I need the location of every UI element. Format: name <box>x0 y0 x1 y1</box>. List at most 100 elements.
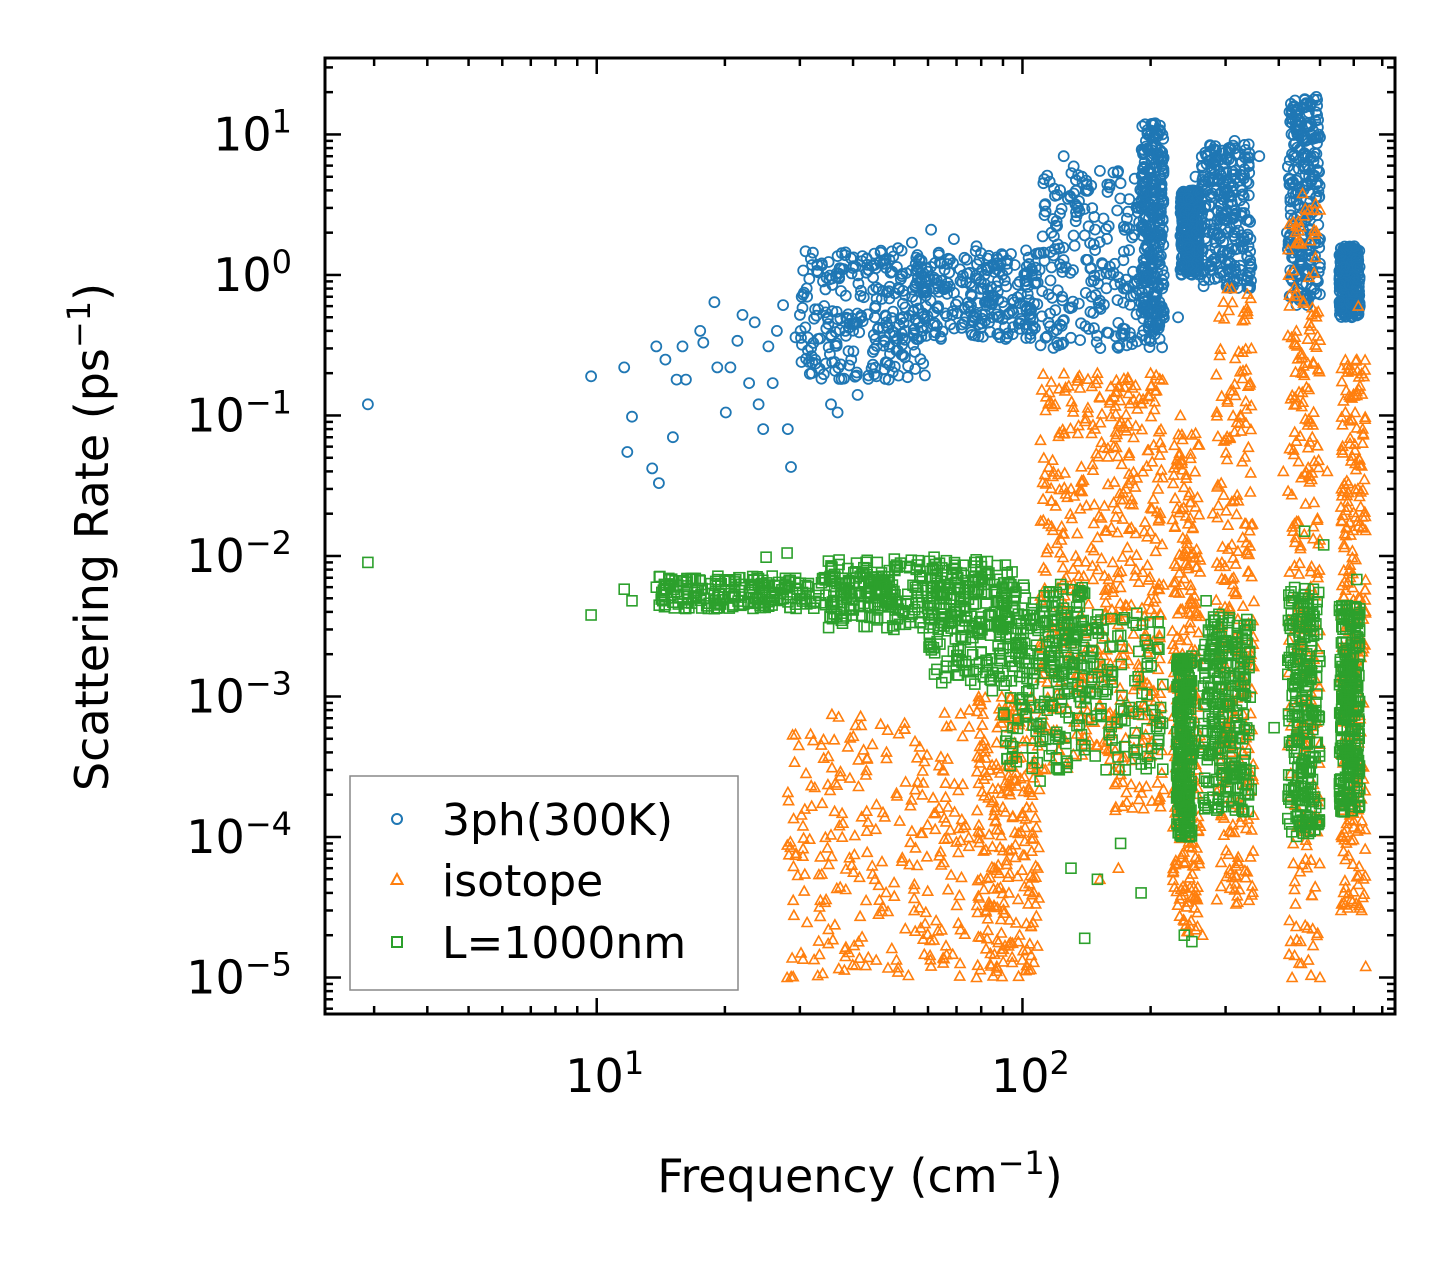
point-3ph-band6 <box>1284 202 1297 215</box>
point-3ph-band5 <box>1226 168 1239 181</box>
point-3ph-band0 <box>881 320 893 333</box>
point-3ph-band0 <box>797 264 810 277</box>
point-3ph-band7 <box>1348 240 1361 253</box>
point-3ph-band2 <box>1070 184 1082 197</box>
point-3ph-33 <box>801 290 813 303</box>
point-3ph-band1 <box>994 331 1006 344</box>
point-3ph-band1 <box>915 330 928 343</box>
point-isotope-band0 <box>898 722 911 735</box>
point-3ph-band0 <box>901 371 914 384</box>
point-3ph-band2 <box>1117 322 1129 335</box>
point-3ph-band0 <box>897 349 909 362</box>
point-3ph-band0 <box>902 360 914 372</box>
point-3ph-band1 <box>1030 247 1043 260</box>
point-3ph-band6 <box>1308 283 1321 296</box>
point-3ph-band0 <box>795 331 807 344</box>
point-isotope-band0 <box>941 883 955 895</box>
point-3ph-band7 <box>1335 302 1348 315</box>
point-isotope-band0 <box>905 793 918 805</box>
point-isotope-band0 <box>876 805 890 818</box>
point-isotope-band0 <box>907 891 921 904</box>
point-3ph-band1 <box>988 266 1001 279</box>
point-3ph-band2 <box>1128 228 1141 241</box>
point-isotope-band0 <box>898 716 911 728</box>
point-3ph-76 <box>1213 164 1226 177</box>
point-3ph-band0 <box>820 322 833 335</box>
point-3ph-band2 <box>1048 230 1060 243</box>
point-3ph-78 <box>1228 134 1241 147</box>
point-3ph-53 <box>955 321 968 334</box>
point-3ph-band1 <box>987 260 1000 272</box>
point-3ph-38 <box>831 406 844 419</box>
point-3ph-band3 <box>1153 319 1166 332</box>
point-isotope-band0 <box>866 737 879 750</box>
point-3ph-1 <box>585 370 597 383</box>
point-3ph-40 <box>845 353 858 366</box>
point-isotope-band0 <box>825 849 839 862</box>
point-3ph-28 <box>777 299 789 312</box>
point-isotope-band1 <box>973 739 987 752</box>
point-3ph-band5 <box>1222 226 1234 239</box>
point-isotope-band0 <box>791 868 805 881</box>
point-3ph-band2 <box>1067 295 1079 308</box>
point-3ph-band2 <box>1111 204 1124 217</box>
point-3ph-band3 <box>1154 202 1167 215</box>
point-3ph-band5 <box>1194 187 1207 200</box>
point-3ph-band4 <box>1175 258 1188 271</box>
point-isotope-band0 <box>806 733 820 746</box>
point-3ph-band5 <box>1200 185 1212 198</box>
point-3ph-band2 <box>1036 285 1049 298</box>
point-3ph-band2 <box>1051 188 1064 201</box>
point-isotope-band0 <box>821 841 834 853</box>
point-isotope-band0 <box>891 961 905 973</box>
point-3ph-band0 <box>829 364 841 377</box>
point-3ph-75 <box>1198 201 1211 214</box>
point-3ph-57 <box>1012 317 1025 330</box>
point-3ph-band1 <box>1029 261 1042 274</box>
point-3ph-band2 <box>1044 307 1056 320</box>
point-3ph-band0 <box>832 361 845 374</box>
point-isotope-band0 <box>887 889 901 902</box>
point-3ph-52 <box>948 233 960 246</box>
point-3ph-17 <box>719 406 732 419</box>
point-isotope-band0 <box>843 851 856 863</box>
point-3ph-band1 <box>1006 328 1019 341</box>
point-isotope-band0 <box>815 867 829 879</box>
point-3ph-band2 <box>1088 322 1100 335</box>
point-isotope-band0 <box>954 923 967 935</box>
point-isotope-band0 <box>907 903 921 916</box>
point-3ph-46 <box>892 242 904 255</box>
point-3ph-90 <box>1343 278 1355 291</box>
point-isotope-band0 <box>880 745 893 757</box>
point-3ph-44 <box>877 257 889 270</box>
point-isotope-band0 <box>787 859 800 872</box>
point-isotope-band0 <box>808 780 822 793</box>
point-3ph-band3 <box>1154 125 1166 138</box>
point-3ph-band0 <box>835 373 848 385</box>
point-3ph-83 <box>1286 112 1298 125</box>
point-isotope-band0 <box>804 779 818 791</box>
point-isotope-band0 <box>953 956 967 969</box>
point-3ph-band2 <box>1090 336 1103 349</box>
point-isotope-band0 <box>944 868 958 880</box>
point-isotope-band0 <box>797 884 811 896</box>
point-3ph-band2 <box>1036 310 1048 323</box>
point-isotope-band0 <box>908 734 922 747</box>
point-3ph-band3 <box>1156 128 1169 141</box>
point-isotope-band1 <box>973 727 987 739</box>
point-3ph-band1 <box>935 257 948 270</box>
point-3ph-band5 <box>1200 235 1213 248</box>
point-3ph-67 <box>1123 244 1135 257</box>
point-3ph-band3 <box>1149 178 1162 191</box>
point-3ph-band2 <box>1126 338 1138 351</box>
point-3ph-45 <box>882 373 895 386</box>
point-3ph-band3 <box>1137 212 1150 225</box>
point-3ph-band2 <box>1100 282 1113 295</box>
point-3ph-band1 <box>928 271 940 284</box>
point-3ph-band2 <box>1117 254 1130 267</box>
point-3ph-band1 <box>1001 263 1013 276</box>
point-isotope-band0 <box>826 933 840 945</box>
point-isotope-band0 <box>788 755 801 768</box>
point-3ph-band1 <box>909 257 922 270</box>
